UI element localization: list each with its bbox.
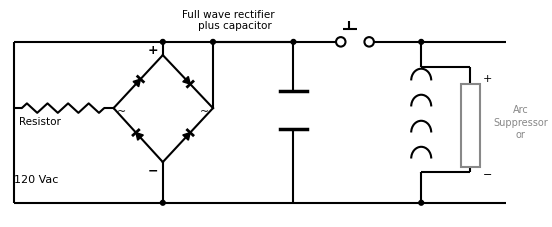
Polygon shape — [183, 77, 190, 85]
Circle shape — [291, 40, 296, 45]
Polygon shape — [136, 133, 144, 141]
Text: ~: ~ — [118, 106, 126, 116]
Text: Full wave rectifier
    plus capacitor: Full wave rectifier plus capacitor — [182, 10, 274, 31]
Bar — [461, 85, 480, 167]
Text: ~: ~ — [200, 106, 209, 116]
Circle shape — [419, 40, 423, 45]
Text: −: − — [483, 169, 492, 179]
Text: 120 Vac: 120 Vac — [14, 174, 59, 184]
Text: Arc
Suppressor
or: Arc Suppressor or — [493, 105, 548, 140]
Polygon shape — [183, 133, 190, 141]
Polygon shape — [133, 80, 141, 87]
Circle shape — [211, 40, 215, 45]
Circle shape — [161, 40, 165, 45]
Circle shape — [161, 200, 165, 205]
Text: +: + — [148, 44, 158, 57]
Text: +: + — [483, 73, 492, 83]
Text: −: − — [148, 164, 158, 177]
Circle shape — [419, 200, 423, 205]
Text: Resistor: Resistor — [19, 117, 61, 127]
